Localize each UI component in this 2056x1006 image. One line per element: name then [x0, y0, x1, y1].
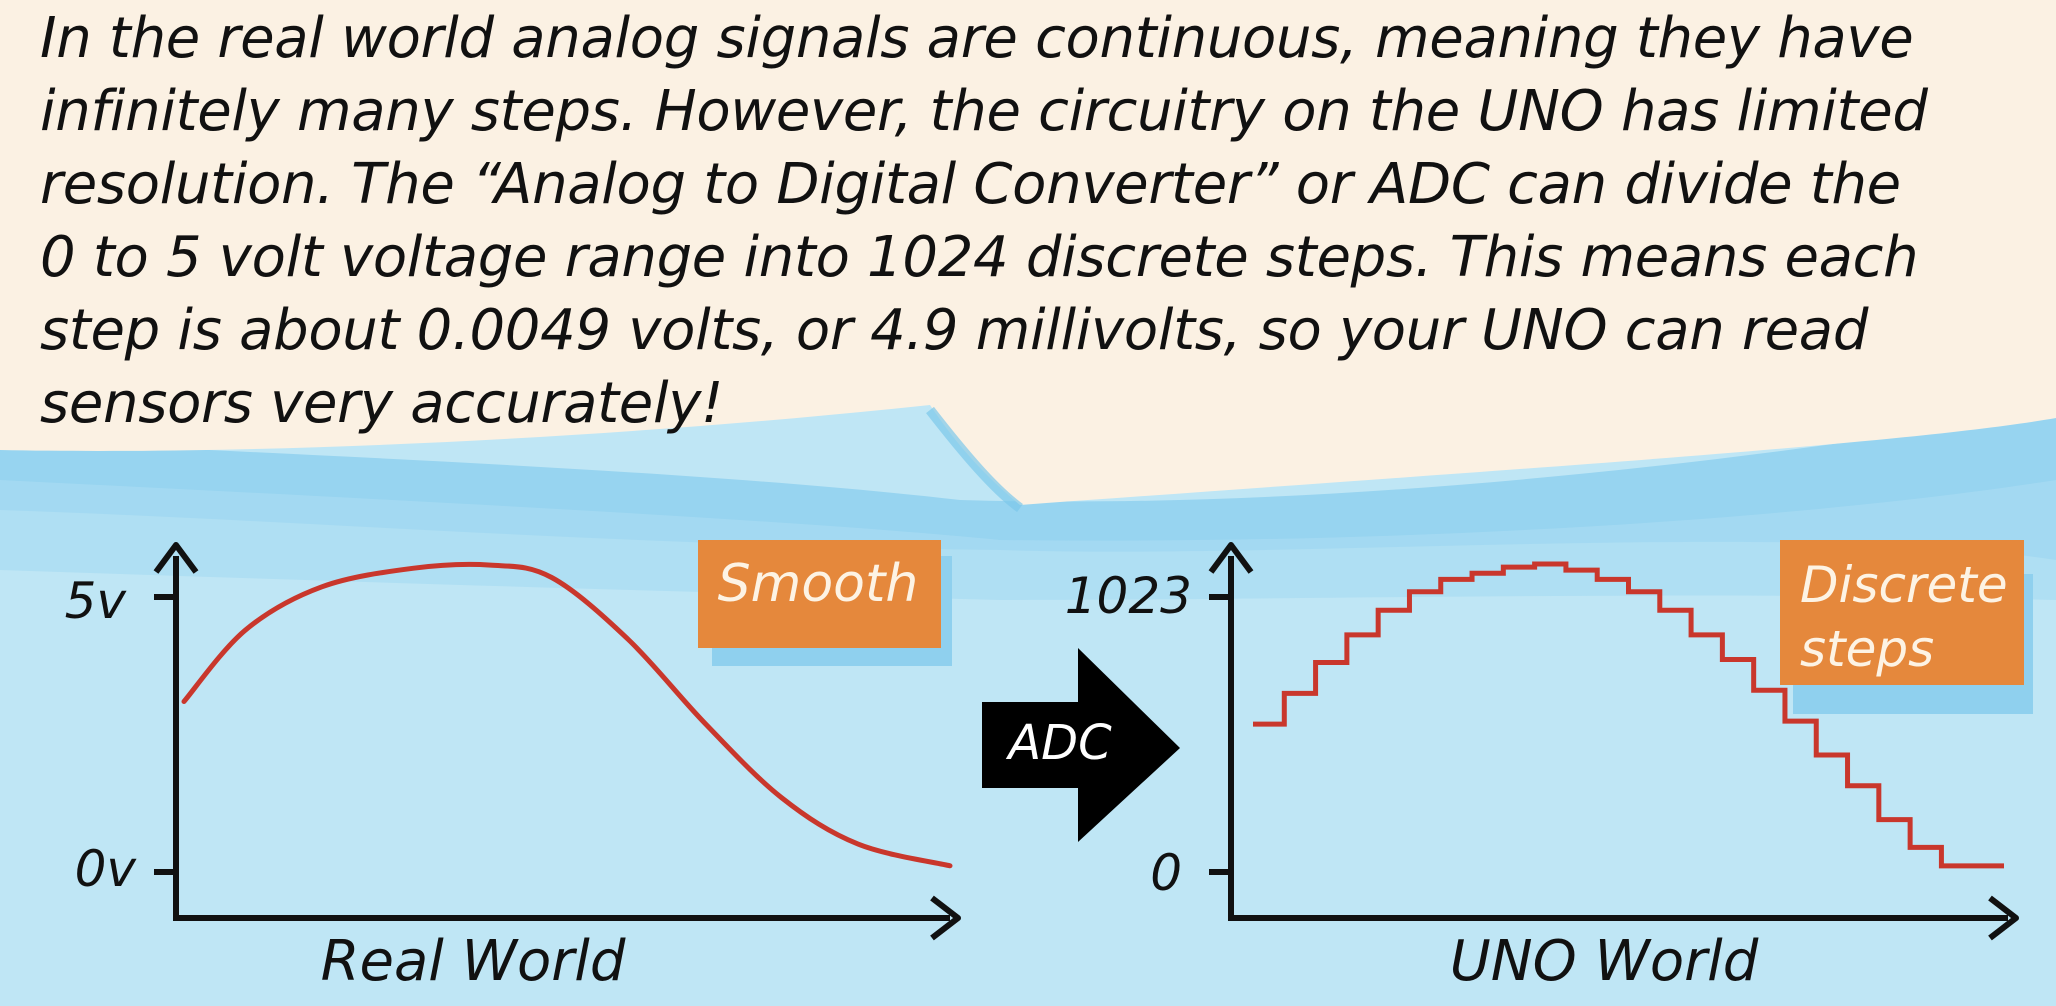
- caption-text: In the real world analog signals are con…: [40, 6, 1928, 436]
- left-y-arrowhead: [153, 542, 199, 574]
- adc-arrow-shape: [982, 648, 1180, 842]
- smooth-badge: [698, 540, 941, 648]
- discrete-badge-line-2: steps: [1800, 620, 1934, 678]
- right-x-label: UNO World: [1450, 929, 1759, 994]
- discrete-badge-line-1: Discrete: [1800, 556, 2008, 614]
- right-y-arrowhead: [1208, 542, 1254, 574]
- right-y-min-label: 0: [1150, 844, 1182, 902]
- bubble-tail-edge: [926, 406, 1023, 513]
- speech-bubble: [0, 0, 2056, 505]
- adc-arrow-label: ADC: [1005, 715, 1112, 771]
- left-y-min-label: 0v: [75, 840, 138, 898]
- sky-wash-light: [0, 480, 2056, 600]
- left-y-max-label: 5v: [65, 572, 128, 630]
- right-y-max-label: 1023: [1065, 567, 1192, 625]
- right-graph: 1023 0 UNO World Discrete steps: [1065, 540, 2024, 994]
- adc-arrow: ADC: [982, 648, 1180, 842]
- smooth-badge-label: Smooth: [718, 554, 919, 614]
- discrete-badge: [1780, 540, 2024, 685]
- step-curve: [1253, 561, 2004, 869]
- left-x-label: Real World: [321, 929, 626, 994]
- left-x-arrowhead: [930, 895, 961, 941]
- left-graph: 5v 0v Real World Smooth: [65, 540, 961, 994]
- right-x-arrowhead: [1988, 895, 2019, 941]
- smooth-curve: [181, 561, 953, 869]
